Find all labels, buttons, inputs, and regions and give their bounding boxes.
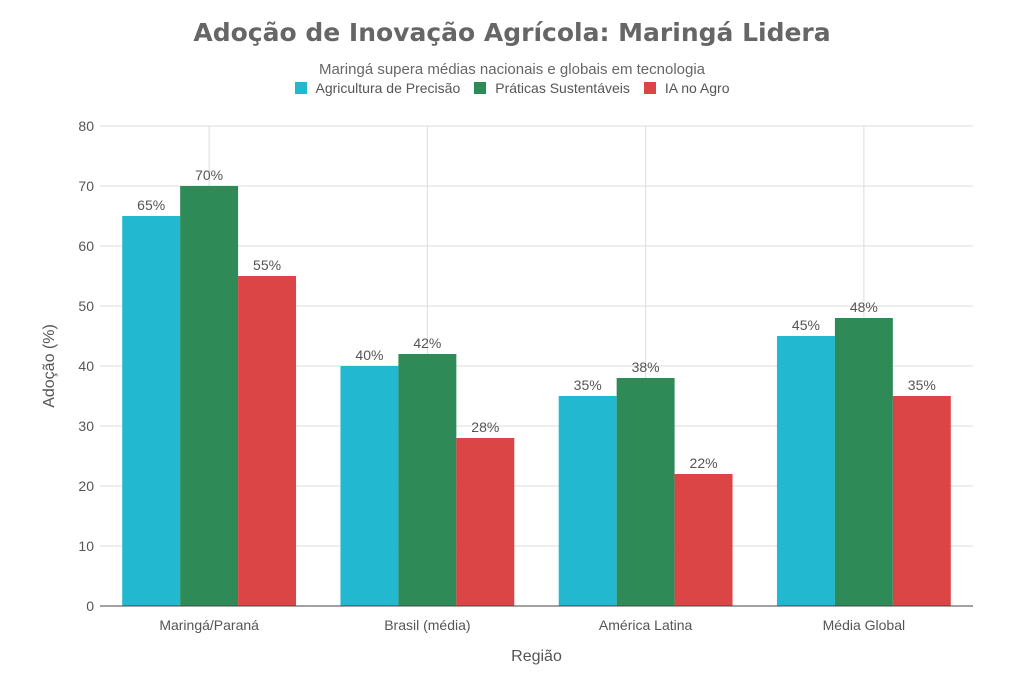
legend-swatch — [643, 82, 656, 94]
data-label: 22% — [690, 455, 718, 471]
legend-swatch — [474, 82, 487, 94]
x-axis-title: Região — [511, 648, 562, 665]
y-tick-label: 50 — [78, 298, 94, 314]
data-labels: 65% 70% 55% 40% 42% 28% 35% 38% 22% 45% 48% 35% — [137, 167, 936, 471]
bar — [616, 378, 675, 606]
legend: Agricultura de Precisão Práticas Sustent… — [0, 80, 1024, 96]
y-tick-label: 10 — [78, 538, 94, 554]
x-tick-label: Média Global — [823, 617, 906, 633]
bar — [122, 216, 181, 606]
chart-subtitle: Maringá supera médias nacionais e globai… — [318, 61, 706, 78]
data-label: 65% — [137, 197, 165, 213]
data-label: 35% — [908, 377, 936, 393]
data-label: 70% — [195, 167, 223, 183]
x-tick-label: Maringá/Paraná — [159, 617, 259, 633]
data-label: 35% — [574, 377, 602, 393]
bar — [398, 354, 457, 606]
y-tick-label: 40 — [78, 358, 94, 374]
y-tick-label: 20 — [78, 478, 94, 494]
data-label: 38% — [632, 359, 660, 375]
bar — [456, 438, 515, 606]
bar — [674, 474, 733, 606]
data-label: 40% — [355, 347, 383, 363]
legend-item-sustainable[interactable]: Práticas Sustentáveis — [474, 80, 630, 96]
bars — [122, 186, 951, 606]
bar — [180, 186, 239, 606]
x-tick-label: Brasil (média) — [384, 617, 470, 633]
bar — [892, 396, 951, 606]
legend-label: Práticas Sustentáveis — [495, 80, 630, 96]
data-label: 28% — [471, 419, 499, 435]
bar — [776, 336, 835, 606]
legend-label: Agricultura de Precisão — [315, 80, 461, 96]
data-label: 45% — [792, 317, 820, 333]
legend-label: IA no Agro — [664, 80, 730, 96]
data-label: 55% — [253, 257, 281, 273]
bar — [834, 318, 893, 606]
legend-item-ai[interactable]: IA no Agro — [643, 80, 730, 96]
y-tick-label: 0 — [86, 598, 94, 614]
chart-title: Adoção de Inovação Agrícola: Maringá Lid… — [193, 18, 831, 47]
y-axis-title: Adoção (%) — [41, 324, 58, 408]
bar — [558, 396, 617, 606]
x-tick-label: América Latina — [599, 617, 693, 633]
bar — [238, 276, 297, 606]
legend-item-precision[interactable]: Agricultura de Precisão — [294, 80, 461, 96]
bar — [340, 366, 399, 606]
y-tick-label: 30 — [78, 418, 94, 434]
legend-swatch — [294, 82, 307, 94]
y-tick-label: 80 — [78, 118, 94, 134]
data-label: 42% — [413, 335, 441, 351]
y-tick-label: 70 — [78, 178, 94, 194]
data-label: 48% — [850, 299, 878, 315]
axes: 0 10 20 30 40 50 60 70 80 Maringá/Paraná Brasil (m… — [78, 118, 973, 633]
y-tick-label: 60 — [78, 238, 94, 254]
